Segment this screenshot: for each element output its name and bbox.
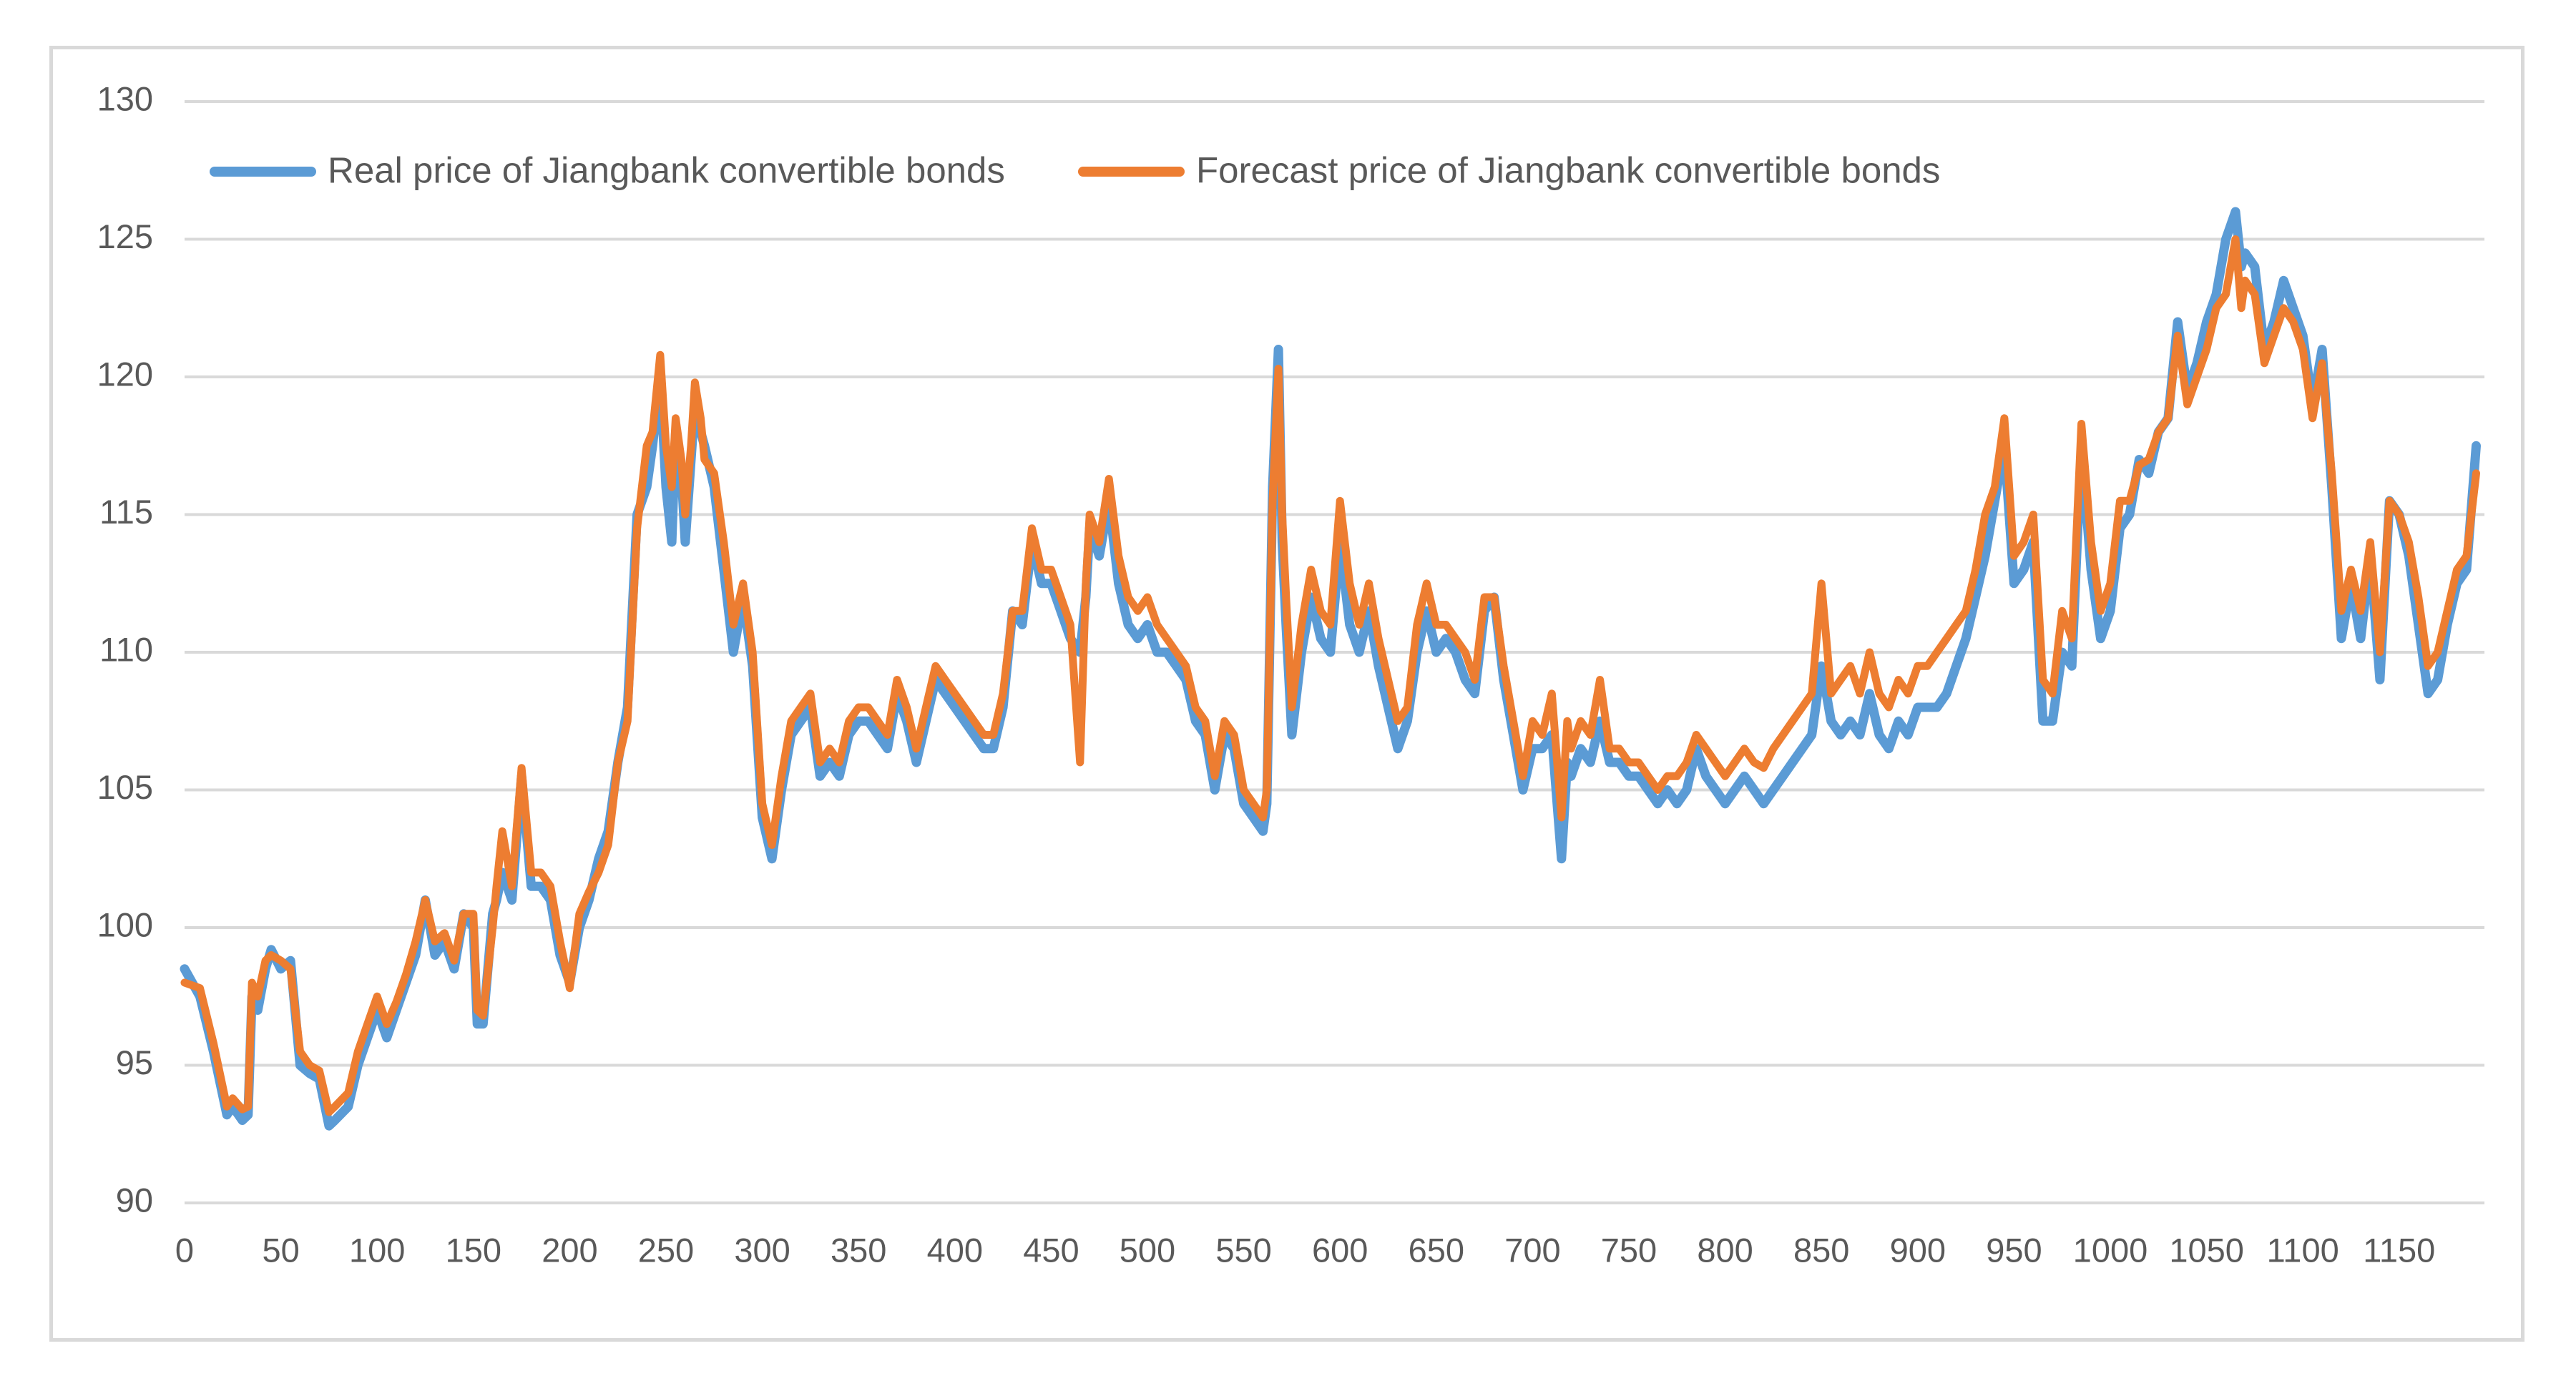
- x-axis-ticks: 0 50 100 150 200 250 300 350 400 450 500 550 600 650 7…: [175, 1231, 2435, 1269]
- x-tick-label: 850: [1793, 1231, 1849, 1269]
- x-tick-label: 700: [1504, 1231, 1560, 1269]
- x-tick-label: 950: [1986, 1231, 2042, 1269]
- x-tick-label: 250: [638, 1231, 694, 1269]
- x-tick-label: 1150: [2363, 1231, 2435, 1269]
- series-line-real: [180, 207, 2481, 1131]
- y-tick-label: 95: [116, 1043, 153, 1081]
- x-tick-label: 100: [349, 1231, 405, 1269]
- x-tick-label: 550: [1215, 1231, 1271, 1269]
- x-tick-label: 1000: [2073, 1231, 2148, 1269]
- x-tick-label: 1100: [2267, 1231, 2339, 1269]
- x-tick-label: 300: [734, 1231, 790, 1269]
- y-tick-label: 105: [97, 768, 153, 806]
- x-tick-label: 900: [1890, 1231, 1946, 1269]
- y-tick-label: 125: [97, 217, 153, 255]
- series-lines: [180, 207, 2481, 1131]
- x-tick-label: 600: [1312, 1231, 1368, 1269]
- y-tick-label: 100: [97, 905, 153, 943]
- y-tick-label: 120: [97, 355, 153, 393]
- series-line-forecast: [180, 235, 2480, 1116]
- y-tick-label: 110: [99, 630, 153, 668]
- x-tick-label: 350: [831, 1231, 886, 1269]
- y-tick-label: 130: [97, 79, 153, 117]
- y-tick-label: 115: [99, 493, 153, 531]
- x-tick-label: 1050: [2169, 1231, 2244, 1269]
- gridlines: [185, 100, 2484, 1204]
- y-axis-ticks: 90 95 100 105 110 115 120 125 130: [97, 79, 153, 1219]
- x-tick-label: 750: [1601, 1231, 1657, 1269]
- x-tick-label: 200: [542, 1231, 597, 1269]
- x-tick-label: 0: [175, 1231, 194, 1269]
- x-tick-label: 150: [446, 1231, 501, 1269]
- x-tick-label: 50: [262, 1231, 299, 1269]
- x-tick-label: 800: [1697, 1231, 1753, 1269]
- x-tick-label: 450: [1023, 1231, 1079, 1269]
- x-tick-label: 400: [927, 1231, 983, 1269]
- legend: Real price of Jiangbank convertible bond…: [210, 149, 1940, 190]
- legend-label-forecast: Forecast price of Jiangbank convertible …: [1196, 149, 1940, 190]
- x-tick-label: 650: [1409, 1231, 1464, 1269]
- y-tick-label: 90: [116, 1181, 153, 1219]
- x-tick-label: 500: [1120, 1231, 1175, 1269]
- legend-label-real: Real price of Jiangbank convertible bond…: [328, 149, 1005, 190]
